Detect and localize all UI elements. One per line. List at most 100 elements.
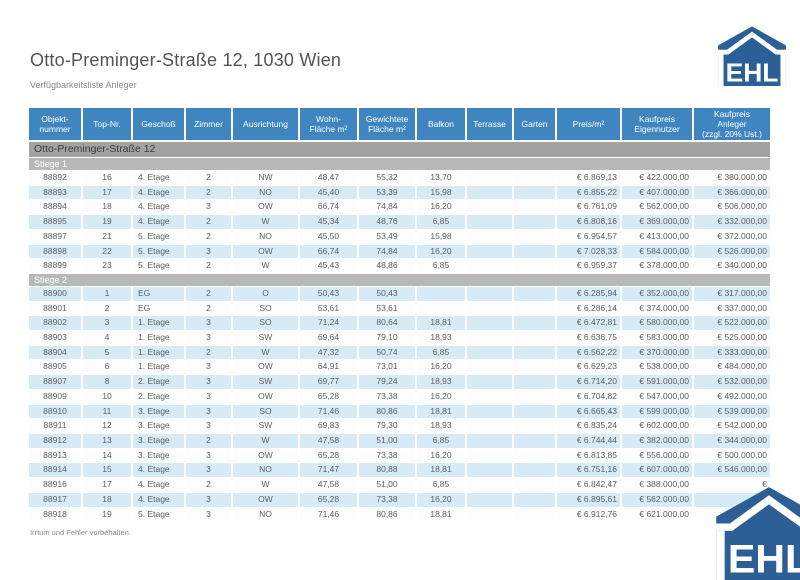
cell bbox=[466, 170, 514, 186]
cell: 6 bbox=[82, 359, 133, 376]
unit-row: 88894 18 4. Etage 3 OW 66,74 74,84 16,20 € 6.761… bbox=[29, 199, 770, 216]
cell: € 6.629,23 bbox=[556, 359, 622, 376]
cell bbox=[513, 229, 557, 245]
cell bbox=[466, 507, 514, 523]
cell: 74,84 bbox=[358, 244, 417, 260]
cell: 88911 bbox=[29, 418, 83, 434]
cell: 47,58 bbox=[299, 477, 359, 493]
cell: 80,88 bbox=[358, 462, 417, 479]
cell: € 6.714,20 bbox=[556, 374, 622, 390]
cell: € 621.000,00 bbox=[621, 507, 694, 523]
cell: 66,74 bbox=[299, 244, 359, 260]
cell: € 6.808,16 bbox=[556, 214, 622, 230]
cell: € 532.000,00 bbox=[693, 374, 770, 390]
cell: 48,76 bbox=[358, 214, 417, 230]
cell: 22 bbox=[82, 244, 133, 260]
cell: 88916 bbox=[29, 477, 83, 493]
cell: 14 bbox=[82, 448, 133, 464]
unit-row: 88893 17 4. Etage 2 NO 45,40 53,39 15,98 € 6.855… bbox=[29, 185, 770, 201]
cell: € 538.000,00 bbox=[621, 359, 694, 376]
cell: W bbox=[232, 345, 300, 361]
cell: € 522.000,00 bbox=[693, 315, 770, 332]
cell: 88899 bbox=[29, 258, 83, 274]
cell bbox=[466, 330, 514, 346]
cell: 71,46 bbox=[299, 404, 359, 420]
cell: € 6.472,81 bbox=[556, 315, 622, 332]
column-header: Top-Nr. bbox=[82, 108, 133, 143]
unit-row: 88895 19 4. Etage 2 W 45,34 48,76 6,85 € 6.808,1… bbox=[29, 214, 770, 230]
cell: 69,64 bbox=[299, 330, 359, 346]
cell: 53,61 bbox=[299, 301, 359, 317]
cell: € 369.000,00 bbox=[621, 214, 694, 230]
column-header: Objekt- nummer bbox=[29, 108, 83, 143]
cell: € 337.000,00 bbox=[693, 301, 770, 317]
cell: EG bbox=[132, 286, 186, 302]
cell: 80,86 bbox=[358, 404, 417, 420]
cell bbox=[513, 170, 557, 186]
cell bbox=[513, 199, 557, 216]
cell: 6,85 bbox=[416, 258, 467, 274]
cell: 3 bbox=[82, 315, 133, 332]
cell: 45,43 bbox=[299, 258, 359, 274]
cell: W bbox=[232, 258, 300, 274]
unit-row: 88897 21 5. Etage 2 NO 45,50 53,49 15,98 € 6.954… bbox=[29, 229, 770, 245]
cell bbox=[466, 462, 514, 479]
cell: 18,81 bbox=[416, 315, 467, 332]
cell: € 546.000,00 bbox=[693, 462, 770, 479]
cell: 18,93 bbox=[416, 330, 467, 346]
cell bbox=[466, 258, 514, 274]
cell: € 607.000,00 bbox=[621, 462, 694, 479]
cell: € 6.285,94 bbox=[556, 286, 622, 302]
cell: OW bbox=[232, 389, 300, 405]
cell: € 580.000,00 bbox=[621, 315, 694, 332]
cell: 2 bbox=[185, 170, 233, 186]
cell bbox=[466, 418, 514, 434]
cell bbox=[513, 462, 557, 479]
cell: 88897 bbox=[29, 229, 83, 245]
cell: 16,20 bbox=[416, 199, 467, 216]
cell: € 366.000,00 bbox=[693, 185, 770, 201]
cell: 19 bbox=[82, 507, 133, 523]
cell bbox=[466, 477, 514, 493]
cell: 13 bbox=[82, 433, 133, 449]
cell: 2 bbox=[185, 229, 233, 245]
column-header: Geschoß bbox=[132, 108, 186, 143]
cell: € 352.000,00 bbox=[621, 286, 694, 302]
cell bbox=[513, 244, 557, 260]
cell: NO bbox=[232, 462, 300, 479]
cell: NO bbox=[232, 229, 300, 245]
cell: 79,30 bbox=[358, 418, 417, 434]
cell: 16,20 bbox=[416, 359, 467, 376]
cell: 4. Etage bbox=[132, 185, 186, 201]
unit-row: 88907 8 2. Etage 3 SW 69,77 79,24 18,93 € 6.714,… bbox=[29, 374, 770, 390]
cell bbox=[513, 404, 557, 420]
cell: 5 bbox=[82, 345, 133, 361]
column-header: Terrasse bbox=[466, 108, 514, 143]
cell: 3 bbox=[185, 315, 233, 332]
cell: W bbox=[232, 214, 300, 230]
cell: 1. Etage bbox=[132, 345, 186, 361]
unit-row: 88905 6 1. Etage 3 OW 64,91 73,01 16,20 € 6.629,… bbox=[29, 359, 770, 376]
column-header: Zimmer bbox=[185, 108, 233, 143]
cell: 71,24 bbox=[299, 315, 359, 332]
cell: 47,32 bbox=[299, 345, 359, 361]
cell: 73,38 bbox=[358, 389, 417, 405]
cell bbox=[513, 359, 557, 376]
cell: € 374.000,00 bbox=[621, 301, 694, 317]
cell: SW bbox=[232, 374, 300, 390]
cell: 71,47 bbox=[299, 462, 359, 479]
unit-row: 88911 12 3. Etage 3 SW 69,83 79,30 18,93 € 6.835… bbox=[29, 418, 770, 434]
header-row: Objekt- nummer Top-Nr. Geschoß Zimmer Ausric… bbox=[29, 108, 770, 143]
cell: 88917 bbox=[29, 492, 83, 508]
column-header: Ausrichtung bbox=[232, 108, 300, 143]
cell: 74,84 bbox=[358, 199, 417, 216]
cell bbox=[513, 214, 557, 230]
section-header: Stiege 2 bbox=[29, 273, 770, 287]
ehl-logo-icon: EHL bbox=[718, 25, 786, 86]
cell: 88913 bbox=[29, 448, 83, 464]
cell: € 584.000,00 bbox=[621, 244, 694, 260]
cell: 2 bbox=[185, 214, 233, 230]
cell: € 333.000,00 bbox=[693, 345, 770, 361]
cell: SO bbox=[232, 301, 300, 317]
cell: 23 bbox=[82, 258, 133, 274]
